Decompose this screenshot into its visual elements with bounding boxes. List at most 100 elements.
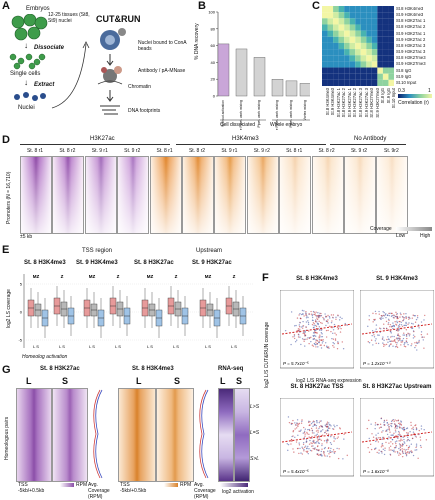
f-point [421,336,424,338]
f-point [300,318,302,320]
c-col-labels: St.8 H3K4me3 St.9 H3K4me3 St.8 H3K27ac 1 St… [322,88,396,128]
f-point [314,435,316,437]
c-cell [327,61,334,68]
f-point [409,430,411,433]
f-point [398,440,400,442]
f-point [396,424,398,427]
c-cell [344,55,350,62]
f-point [323,452,325,454]
f-point [308,342,310,345]
f-point [419,436,421,438]
f-point [374,330,376,333]
c-cell [382,79,389,86]
f-point [399,312,402,314]
f-point [382,314,385,317]
e-z: Z [175,274,178,279]
f-point [295,324,297,327]
f-point [301,338,304,340]
c-row-label: St.9 H3K4me3 [396,12,424,18]
c-col-label: St.8 H3K27me3 [369,88,375,118]
f-point [339,326,341,328]
d-xlabel: ±5 kb [20,234,33,240]
e-sub-2: St. 9 H3K4me3 [76,260,118,266]
f-point [368,315,370,317]
f-point [314,324,317,327]
antibody-label: Antibody / pA-MNase [138,68,186,74]
f-point [374,340,377,342]
b-bar-label: Without activation [221,100,225,127]
f-point [329,427,331,430]
f-point [403,332,405,334]
f-point [341,317,343,320]
f-point [305,313,307,315]
d-heatmap [84,156,117,234]
f-point [399,424,401,426]
f-point [310,310,312,313]
f-point [400,344,402,346]
c-cell [360,12,367,19]
f-point [296,419,299,421]
f-point [316,321,318,323]
f-point [305,326,307,328]
e-mz: MZ [205,274,212,279]
f-point [390,331,392,333]
f-point [403,428,405,431]
panel-label-a: A [2,0,10,12]
f-point [415,443,418,445]
f-point [387,424,389,426]
f-point [314,313,316,315]
f-point [305,311,307,313]
c-cell [333,49,339,56]
f-point [374,448,376,451]
f-point [384,447,386,449]
c-cell [388,18,394,25]
panel-label-f: F [262,272,269,284]
panel-c: St.8 H3K4me3 St.9 H3K4me3 St.8 H3K27ac 1 St… [312,0,435,130]
f-point [406,337,408,340]
f-point [412,330,415,332]
f-point [405,340,408,343]
f-point [313,432,315,434]
f-point [394,419,396,421]
f-point [341,341,343,343]
f-point [391,443,394,445]
c-cell [327,73,334,80]
g-title-1: St. 8 H3K27ac [40,366,80,372]
f-point [393,335,395,338]
f-point [401,448,403,450]
f-point [322,339,324,341]
f-point [305,450,307,453]
f-point [411,428,413,430]
f-point [324,424,326,426]
f-point [333,424,335,426]
f-point [371,433,373,435]
f-point [343,438,345,440]
f-point [392,322,394,324]
f-point [412,337,415,339]
f-point [394,427,396,429]
f-point [300,343,302,346]
f-point [315,319,317,321]
f-point [313,311,316,313]
c-row-label: St.9 H3K27ac 3 [396,49,426,55]
c-cell [333,55,339,62]
f-point [343,433,345,435]
f-point [400,324,403,326]
e-sub-4: St. 9 H3K27ac [192,260,232,266]
f-point [327,426,330,428]
f-point [373,318,375,321]
f-point [399,316,401,318]
f-point [327,346,330,348]
f-point [284,329,287,332]
f-point [389,312,391,315]
f-point [412,426,414,428]
f-point [411,327,414,329]
embryo-cluster-icon [10,13,48,42]
f-point [415,341,418,343]
f-point [417,457,419,460]
f-point [388,344,391,346]
f-point [336,447,338,450]
c-cell [360,55,367,62]
f-point [317,442,320,444]
f-point [326,439,329,442]
